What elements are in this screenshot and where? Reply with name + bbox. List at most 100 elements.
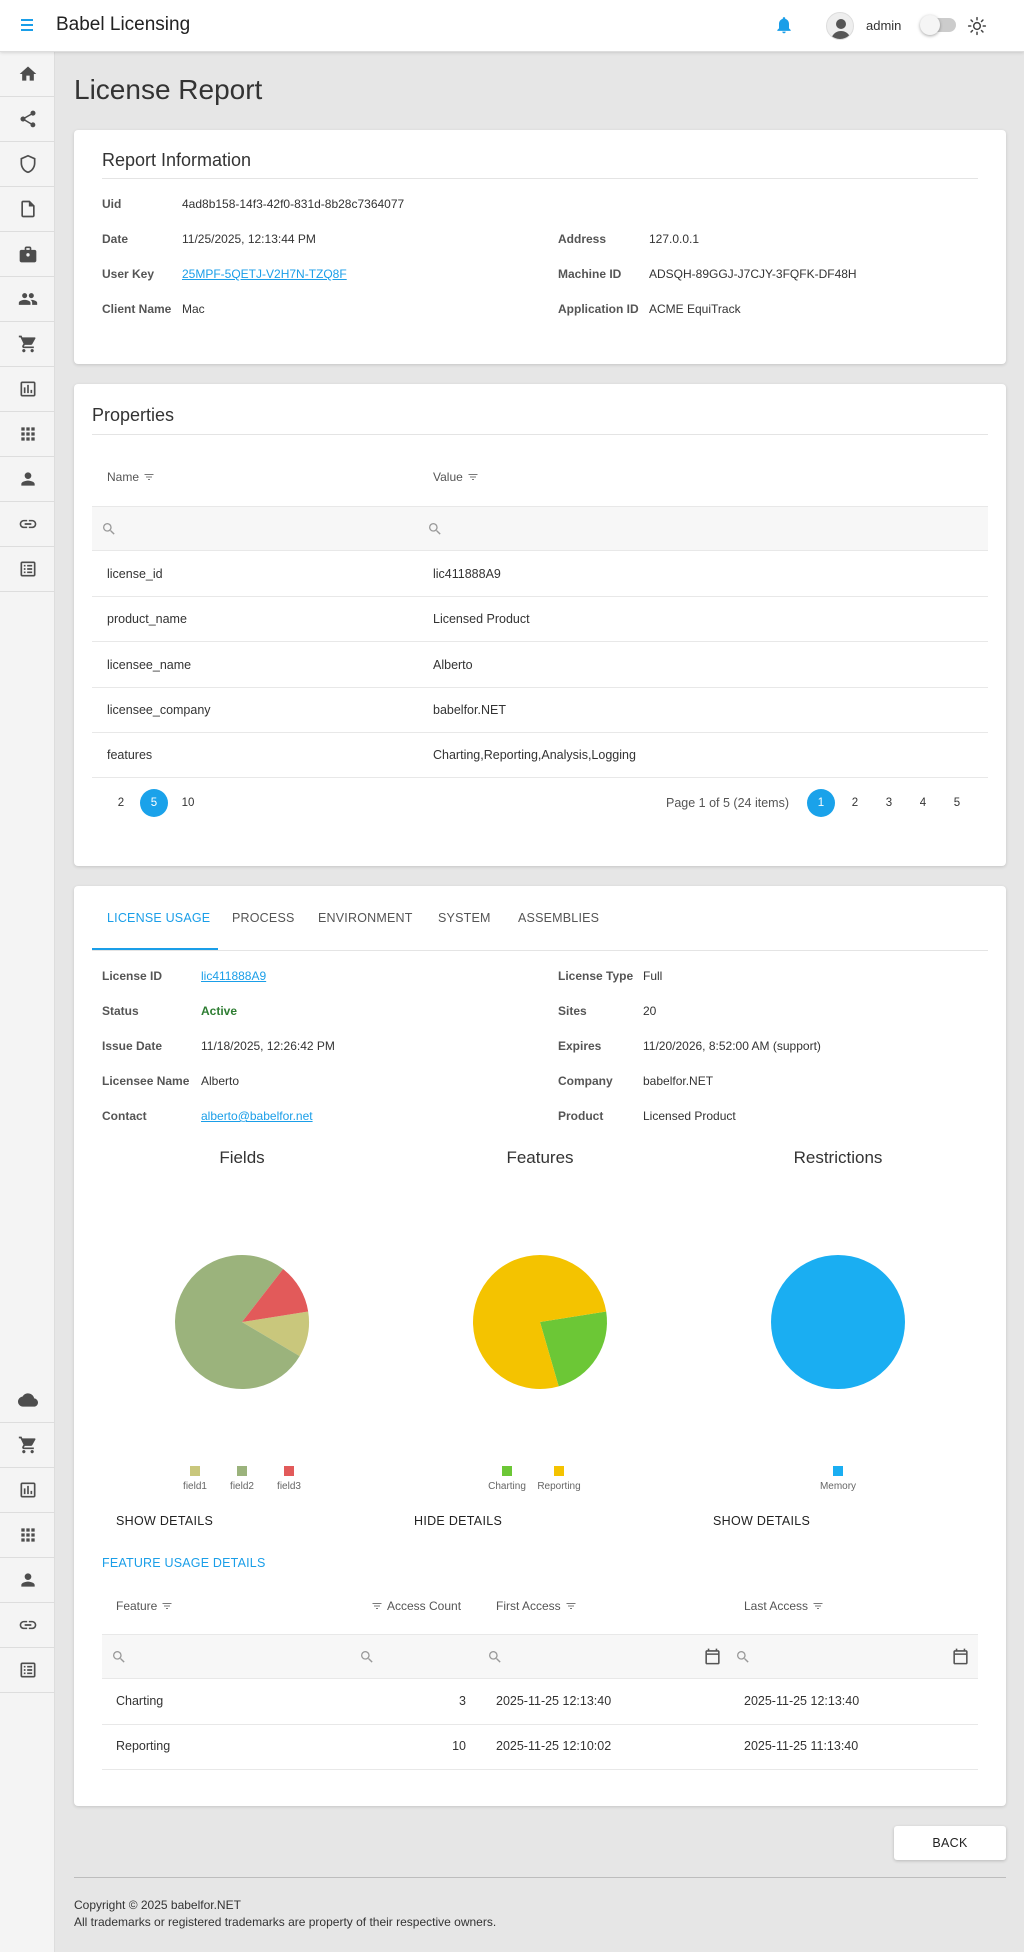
sidebar-item-share[interactable] [0,97,55,142]
pie-slice-field1[interactable] [242,1311,309,1357]
sidebar-item-links[interactable] [0,502,55,547]
sun-icon[interactable] [967,16,987,36]
tab-system[interactable]: SYSTEM [438,911,491,925]
search-icon[interactable] [427,521,443,537]
sidebar-item-apps[interactable] [0,412,55,457]
sidebar-item-reports-2[interactable] [0,1468,55,1513]
filter-icon[interactable] [371,1600,383,1612]
sidebar-item-documents[interactable] [0,187,55,232]
sidebar-item-reports[interactable] [0,367,55,412]
sidebar-item-links-2[interactable] [0,1603,55,1648]
sidebar-item-apps-2[interactable] [0,1513,55,1558]
page-button-current[interactable]: 1 [807,789,835,817]
sidebar-item-work[interactable] [0,232,55,277]
briefcase-icon [19,246,36,263]
legend-item[interactable]: field1 [167,1466,223,1492]
feature-usage-filter-row [102,1634,978,1679]
sidebar-item-cloud[interactable] [0,1378,55,1423]
filter-icon[interactable] [467,471,479,483]
license-id-link[interactable]: lic411888A9 [201,969,267,983]
legend-label: Memory [819,1481,857,1492]
last-access-column-header[interactable]: Last Access [744,1599,824,1613]
notification-bell-icon[interactable] [774,14,794,36]
theme-toggle[interactable] [920,15,956,35]
features-hide-details-button[interactable]: HIDE DETAILS [414,1514,503,1528]
sidebar-item-list[interactable] [0,547,55,592]
cart-icon [18,1436,35,1454]
feature-column-header[interactable]: Feature [116,1599,173,1613]
filter-icon[interactable] [161,1600,173,1612]
sidebar-item-account-2[interactable] [0,1558,55,1603]
top-bar: Babel Licensing admin [0,0,1024,52]
page-button[interactable]: 5 [953,797,961,809]
apps-grid-icon [20,1528,35,1542]
tab-assemblies[interactable]: ASSEMBLIES [518,911,600,925]
first-access-column-header[interactable]: First Access [496,1599,577,1613]
sidebar-item-account[interactable] [0,457,55,502]
legend-swatch [237,1466,247,1476]
feature-usage-details-title[interactable]: FEATURE USAGE DETAILS [102,1556,266,1570]
legend-swatch [190,1466,200,1476]
tab-process[interactable]: PROCESS [232,911,295,925]
value-column-label: Value [433,470,463,484]
legend-item[interactable]: Reporting [531,1466,587,1492]
search-icon[interactable] [101,521,117,537]
fields-show-details-button[interactable]: SHOW DETAILS [116,1514,214,1528]
pie-slice-field2[interactable] [175,1255,300,1389]
filter-icon[interactable] [812,1600,824,1612]
user-key-link[interactable]: 25MPF-5QETJ-V2H7N-TZQ8F [182,267,347,281]
legend-item[interactable]: Memory [810,1466,866,1492]
hamburger-menu-icon[interactable] [17,15,37,35]
client-name-label: Client Name [102,302,172,316]
pie-slice-memory[interactable] [771,1255,905,1389]
page-button[interactable]: 2 [851,797,859,809]
sidebar-item-cart[interactable] [0,322,55,367]
access-count-column-header[interactable]: Access Count [371,1599,461,1613]
access-count: 3 [459,1694,466,1708]
legend-label: field3 [277,1481,301,1492]
licensee-name-value: Alberto [201,1074,240,1088]
uid-label: Uid [102,197,122,211]
legend-item[interactable]: field2 [214,1466,270,1492]
sidebar-item-security[interactable] [0,142,55,187]
row-divider [92,641,988,642]
calendar-icon[interactable] [951,1647,970,1666]
tab-environment[interactable]: ENVIRONMENT [318,911,413,925]
page-size-option-selected[interactable]: 5 [140,789,168,817]
legend-item[interactable]: Charting [479,1466,535,1492]
row-divider [92,777,988,778]
cart-icon [18,335,35,353]
search-icon[interactable] [487,1649,503,1665]
search-icon[interactable] [111,1649,127,1665]
search-icon[interactable] [735,1649,751,1665]
pie-slice-field3[interactable] [242,1269,309,1322]
filter-icon[interactable] [143,471,155,483]
page-button[interactable]: 3 [885,797,893,809]
product-value: Licensed Product [643,1109,736,1123]
sidebar-item-users[interactable] [0,277,55,322]
page-size-option[interactable]: 2 [117,797,125,809]
filter-icon[interactable] [565,1600,577,1612]
restrictions-show-details-button[interactable]: SHOW DETAILS [713,1514,811,1528]
report-info-card: Report Information Uid 4ad8b158-14f3-42f… [74,130,1006,364]
sidebar [0,52,55,1952]
product-label: Product [558,1109,604,1123]
legend-item[interactable]: field3 [261,1466,317,1492]
tab-license-usage[interactable]: LICENSE USAGE [107,911,211,925]
contact-email-link[interactable]: alberto@babelfor.net [201,1109,313,1123]
properties-title: Properties [92,405,175,425]
pie-slice-charting[interactable] [540,1311,607,1387]
calendar-icon[interactable] [703,1647,722,1666]
page-button[interactable]: 4 [919,797,927,809]
sidebar-item-list-2[interactable] [0,1648,55,1693]
value-column-header[interactable]: Value [433,470,479,484]
sidebar-item-home[interactable] [0,52,55,97]
search-icon[interactable] [359,1649,375,1665]
pie-slice-reporting[interactable] [472,1255,607,1389]
name-column-header[interactable]: Name [107,470,155,484]
back-button[interactable]: BACK [894,1826,1006,1860]
address-value: 127.0.0.1 [649,232,700,246]
page-size-option[interactable]: 10 [181,797,195,809]
user-avatar[interactable] [826,12,854,40]
sidebar-item-cart-2[interactable] [0,1423,55,1468]
